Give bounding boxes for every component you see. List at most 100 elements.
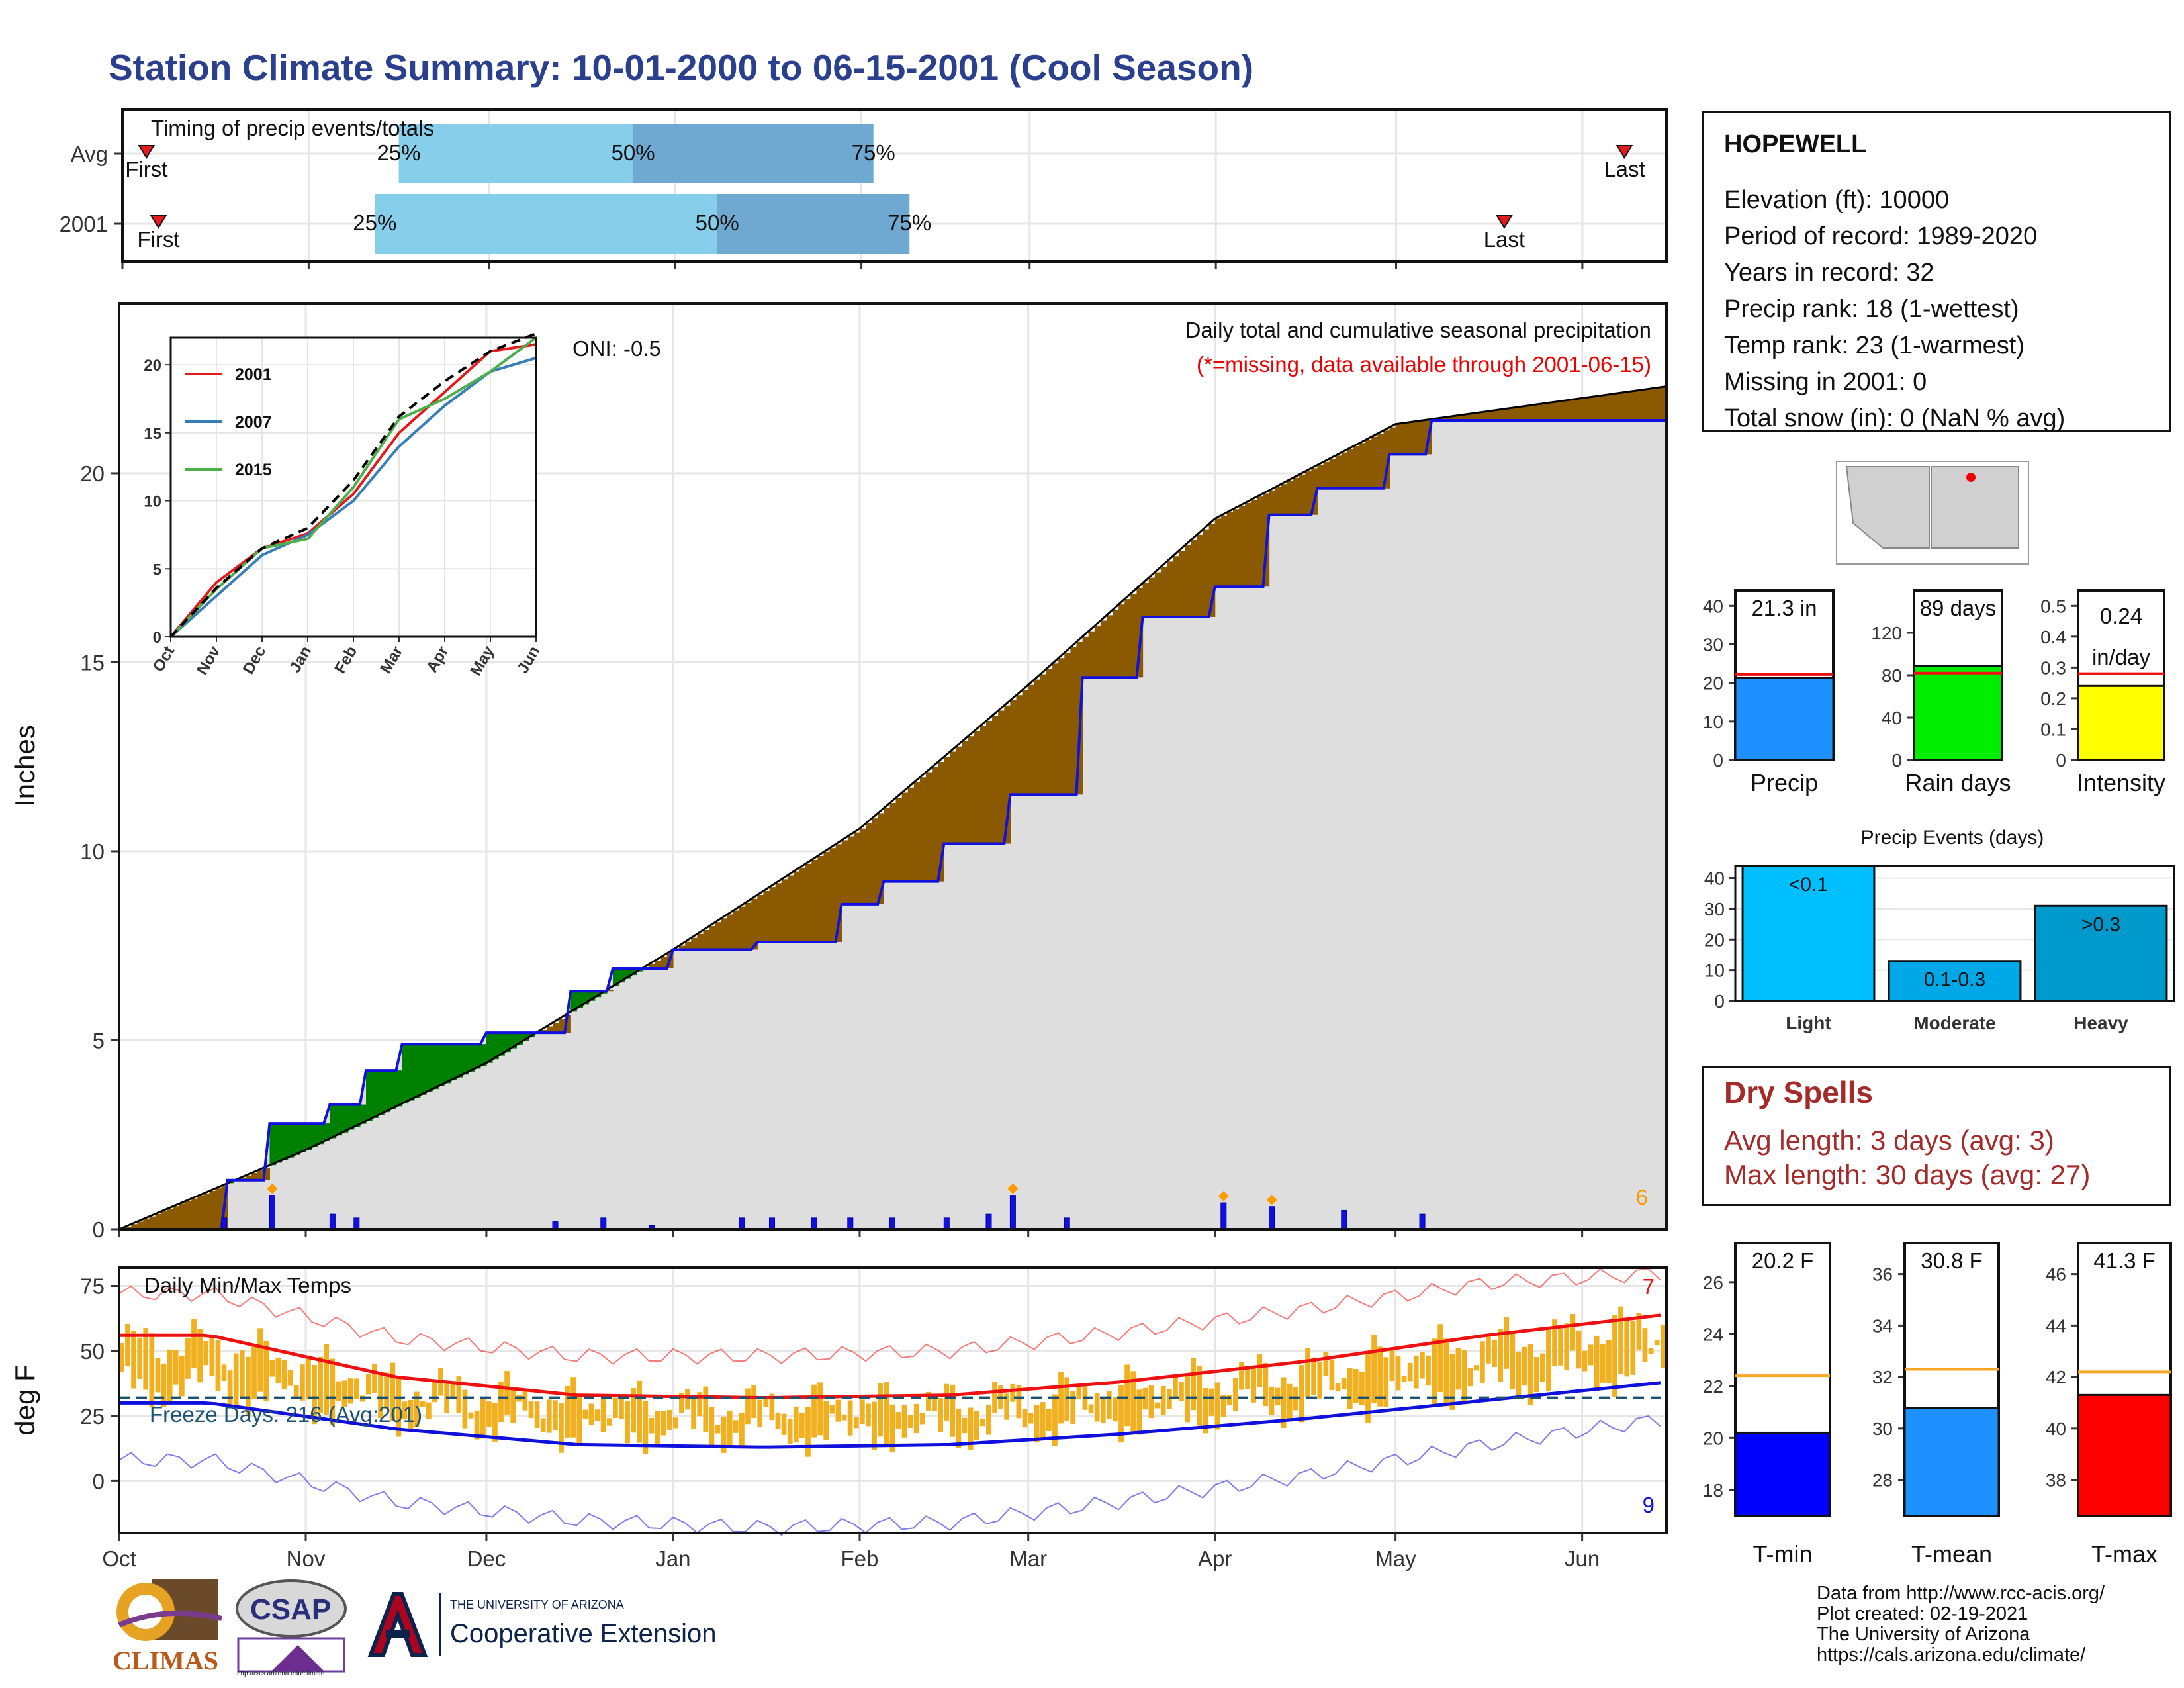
daily-temp-bar: [522, 1390, 528, 1411]
timing-bar-25-50: [398, 124, 633, 183]
daily-temp-bar: [246, 1356, 251, 1417]
deficit-band: [1034, 679, 1041, 795]
daily-temp-bar: [456, 1376, 462, 1413]
daily-temp-bar: [1305, 1348, 1310, 1398]
station-location-dot: [1966, 473, 1976, 482]
deficit-band: [1648, 389, 1655, 421]
daily-temp-bar: [528, 1401, 534, 1419]
daily-temp-bar: [1281, 1377, 1287, 1428]
avg-cumulative-line: [118, 385, 1667, 1231]
deficit-band: [884, 808, 891, 882]
deficit-band: [1606, 395, 1613, 421]
precip-stat-2-ytick-label: 0.2: [2040, 688, 2066, 709]
precip-stat-2-value-label: in/day: [2092, 645, 2151, 669]
daily-precip-bar: [1220, 1202, 1227, 1230]
surplus-band: [324, 1123, 331, 1141]
daily-temp-bar: [1245, 1368, 1250, 1389]
surplus-band: [625, 968, 631, 979]
precip-stat-1-ytick-label: 120: [1871, 623, 1902, 643]
daily-temp-bar: [1624, 1319, 1630, 1377]
surplus-band: [318, 1123, 324, 1145]
deficit-band: [1088, 631, 1095, 678]
surplus-band: [414, 1044, 421, 1098]
daily-temp-bar: [432, 1379, 437, 1403]
deficit-band: [1281, 484, 1288, 515]
deficit-band: [1618, 393, 1625, 421]
daily-temp-bar: [540, 1418, 546, 1432]
deficit-band: [1527, 405, 1535, 421]
deficit-band: [799, 867, 806, 943]
surplus-band: [456, 1044, 463, 1078]
deficit-band: [1257, 496, 1264, 587]
deficit-band: [697, 933, 704, 950]
daily-temp-bar: [956, 1408, 962, 1448]
deficit-band: [1113, 610, 1119, 678]
surplus-band: [492, 1033, 499, 1060]
daily-temp-bar: [1492, 1340, 1497, 1367]
deficit-band: [835, 844, 842, 943]
deficit-band: [1558, 401, 1565, 421]
timing-bar-25-50: [375, 194, 717, 254]
deficit-band: [1347, 449, 1354, 489]
daily-precip-bar: [889, 1217, 895, 1230]
deficit-band: [1232, 509, 1240, 587]
inset-ytick-label: 10: [144, 493, 161, 511]
daily-temp-bar: [426, 1402, 432, 1419]
surplus-band: [619, 968, 625, 983]
daily-temp-bar: [396, 1378, 402, 1437]
daily-temp-bar: [1347, 1368, 1353, 1409]
daily-temp-bar: [468, 1412, 474, 1419]
deficit-band: [155, 1213, 162, 1229]
deficit-band: [1636, 390, 1643, 421]
surplus-band: [275, 1123, 283, 1163]
daily-temp-bar: [480, 1397, 486, 1439]
precip-stat-2-ytick-label: 0: [2056, 750, 2066, 771]
daily-temp-bar: [365, 1374, 371, 1395]
deficit-band: [769, 887, 776, 943]
surplus-band: [306, 1123, 312, 1150]
surplus-band: [336, 1104, 343, 1136]
daily-precip-bar: [329, 1213, 336, 1230]
daily-temp-bar: [1461, 1350, 1467, 1401]
daily-temp-bar: [1648, 1348, 1654, 1354]
daily-temp-bar: [312, 1365, 317, 1425]
daily-temp-bar: [336, 1381, 341, 1401]
deficit-band: [1420, 420, 1426, 455]
deficit-band: [191, 1198, 198, 1229]
daily-temp-bar: [1420, 1352, 1425, 1379]
inset-ytick-label: 0: [153, 629, 161, 647]
daily-temp-bar: [492, 1403, 498, 1442]
precip-stat-0-ytick-label: 0: [1713, 750, 1723, 771]
deficit-band: [1203, 529, 1210, 617]
daily-temp-bar: [510, 1387, 516, 1423]
precip-stat-2-category-label: Intensity: [2077, 769, 2165, 796]
temp-stat-0-value-label: 20.2 F: [1752, 1248, 1814, 1273]
deficit-band: [745, 902, 752, 950]
daily-temp-bar: [347, 1378, 353, 1404]
daily-temp-bar: [1443, 1338, 1449, 1407]
deficit-band: [805, 863, 812, 943]
precip-stat-1-ytick-label: 80: [1882, 665, 1902, 686]
surplus-band: [438, 1044, 445, 1086]
daily-temp-bar: [974, 1411, 979, 1440]
dry-spells-avg: Avg length: 3 days (avg: 3): [1724, 1125, 2054, 1156]
deficit-band: [757, 894, 764, 943]
daily-temp-bar: [239, 1350, 245, 1398]
deficit-band: [679, 945, 686, 950]
daily-temp-bar: [1214, 1382, 1220, 1430]
deficit-band: [1365, 440, 1372, 489]
deficit-band: [1516, 407, 1523, 421]
deficit-band: [1311, 468, 1318, 515]
surplus-band: [432, 1044, 439, 1090]
timing-p75-label: 75%: [852, 140, 895, 165]
daily-temp-bar: [306, 1356, 311, 1399]
deficit-band: [727, 914, 734, 950]
daily-temp-bar: [1251, 1367, 1257, 1403]
deficit-band: [1395, 424, 1402, 455]
daily-temp-bar: [299, 1364, 305, 1401]
daily-temp-bar: [1239, 1362, 1244, 1390]
deficit-band: [1504, 408, 1511, 421]
new-mexico-shape: [1931, 466, 2019, 549]
deficit-band: [1214, 518, 1222, 587]
daily-precip-bar: [769, 1217, 776, 1230]
